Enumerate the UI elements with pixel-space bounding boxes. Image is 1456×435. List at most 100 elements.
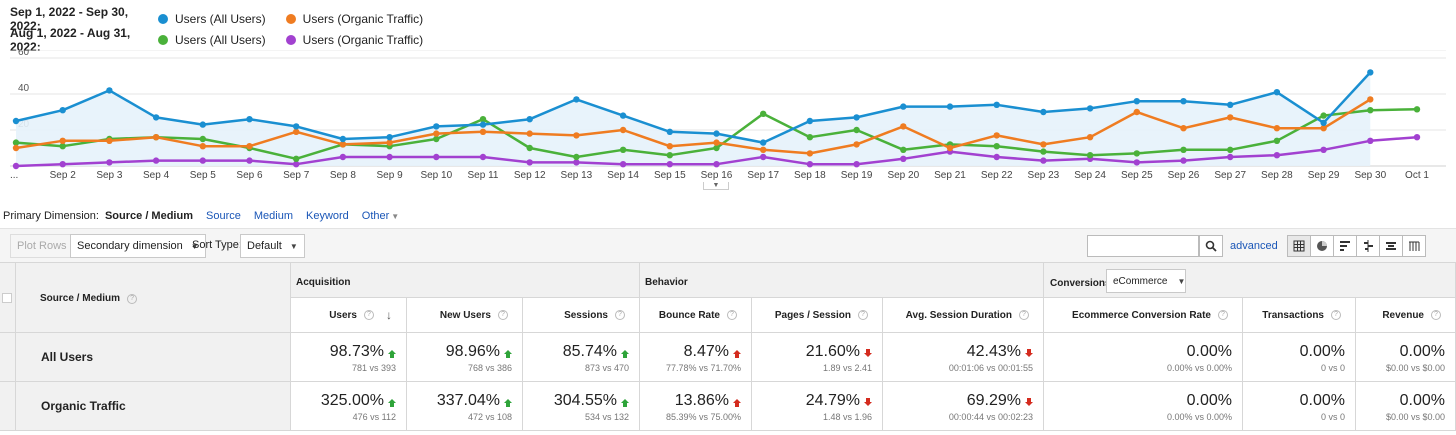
data-point[interactable] (1320, 125, 1327, 132)
data-point[interactable] (806, 161, 814, 168)
data-point[interactable] (1180, 146, 1187, 153)
legend-item-all-users-previous[interactable]: Users (All Users) (158, 33, 266, 47)
data-point[interactable] (386, 134, 393, 141)
data-point[interactable] (993, 143, 1000, 150)
conversions-goal-select[interactable]: eCommerce ▼ (1106, 269, 1186, 293)
data-point[interactable] (1320, 146, 1327, 153)
help-icon[interactable]: ? (615, 310, 625, 320)
data-point[interactable] (1227, 101, 1234, 108)
data-point[interactable] (1367, 107, 1374, 114)
data-point[interactable] (1086, 134, 1094, 141)
data-point[interactable] (573, 132, 580, 139)
data-point[interactable] (106, 159, 113, 166)
data-point[interactable] (246, 143, 253, 150)
data-point[interactable] (993, 153, 1000, 161)
data-point[interactable] (1180, 157, 1187, 164)
data-point[interactable] (1227, 146, 1234, 153)
data-point[interactable] (666, 143, 673, 150)
data-point[interactable] (900, 103, 907, 110)
help-icon[interactable]: ? (1019, 310, 1029, 320)
data-point[interactable] (806, 134, 814, 141)
help-icon[interactable]: ? (1431, 310, 1441, 320)
help-icon[interactable]: ? (127, 293, 138, 304)
data-point[interactable] (246, 157, 253, 164)
col-ecommerce-conversion-rate[interactable]: Ecommerce Conversion Rate? (1044, 298, 1243, 333)
data-point[interactable] (293, 128, 300, 135)
data-point[interactable] (1273, 137, 1281, 144)
data-point[interactable] (59, 107, 66, 114)
data-point[interactable] (106, 137, 113, 144)
data-point[interactable] (1413, 134, 1421, 141)
data-point[interactable] (1227, 153, 1234, 161)
data-point[interactable] (152, 157, 160, 164)
data-point[interactable] (1086, 105, 1094, 112)
data-point[interactable] (152, 134, 160, 141)
data-point[interactable] (666, 128, 673, 135)
data-point[interactable] (806, 150, 814, 157)
data-point[interactable] (526, 144, 533, 152)
data-point[interactable] (713, 139, 720, 146)
help-icon[interactable]: ? (498, 310, 508, 320)
data-point[interactable] (1040, 108, 1047, 116)
data-point[interactable] (526, 116, 533, 123)
data-point[interactable] (1273, 89, 1281, 96)
data-point[interactable] (806, 117, 814, 125)
data-point[interactable] (573, 159, 580, 166)
data-point[interactable] (12, 144, 20, 152)
data-point[interactable] (853, 161, 860, 168)
data-point[interactable] (293, 155, 300, 162)
pie-chart-view-button[interactable] (1310, 235, 1334, 257)
col-transactions[interactable]: Transactions? (1243, 298, 1356, 333)
data-point[interactable] (106, 87, 113, 94)
col-bounce-rate[interactable]: Bounce Rate? (640, 298, 752, 333)
data-point[interactable] (1086, 152, 1094, 159)
data-point[interactable] (946, 144, 954, 152)
data-point[interactable] (1133, 150, 1141, 157)
data-point[interactable] (526, 159, 533, 166)
dimension-keyword[interactable]: Keyword (305, 210, 349, 222)
data-point[interactable] (59, 161, 66, 168)
data-point[interactable] (199, 121, 206, 128)
data-point[interactable] (199, 135, 206, 143)
data-point[interactable] (1273, 152, 1281, 159)
data-point[interactable] (152, 114, 160, 121)
data-point[interactable] (1320, 119, 1327, 127)
data-point[interactable] (246, 116, 253, 123)
data-point[interactable] (12, 139, 20, 146)
data-point[interactable] (900, 146, 907, 153)
performance-view-button[interactable] (1333, 235, 1357, 257)
plot-rows-button[interactable]: Plot Rows (10, 234, 74, 258)
data-point[interactable] (433, 123, 440, 130)
data-point[interactable] (433, 130, 440, 137)
col-users[interactable]: Users? ↓ (291, 298, 407, 333)
data-point[interactable] (59, 143, 66, 150)
data-point[interactable] (526, 130, 533, 137)
chart-collapse-handle[interactable]: ▼ (703, 182, 729, 190)
data-point[interactable] (1040, 141, 1047, 148)
data-point[interactable] (12, 162, 20, 170)
data-point[interactable] (1133, 108, 1141, 116)
data-point[interactable] (433, 135, 440, 143)
col-new-users[interactable]: New Users? (407, 298, 523, 333)
sort-type-select[interactable]: Default ▼ (240, 234, 305, 258)
data-point[interactable] (1133, 159, 1141, 166)
data-point[interactable] (760, 139, 767, 146)
data-point[interactable] (900, 155, 907, 162)
data-point[interactable] (666, 152, 673, 159)
pivot-view-button[interactable] (1402, 235, 1426, 257)
data-point[interactable] (619, 161, 627, 168)
dimension-source[interactable]: Source (206, 210, 241, 222)
help-icon[interactable]: ? (364, 310, 374, 320)
data-point[interactable] (993, 132, 1000, 139)
data-point[interactable] (619, 112, 627, 119)
data-point[interactable] (1040, 157, 1047, 164)
data-point[interactable] (1413, 106, 1421, 113)
data-point[interactable] (760, 153, 767, 161)
data-point[interactable] (760, 146, 767, 153)
data-point[interactable] (853, 114, 860, 121)
search-button[interactable] (1199, 235, 1223, 257)
data-point[interactable] (1133, 98, 1141, 105)
legend-item-all-users-current[interactable]: Users (All Users) (158, 12, 266, 26)
help-icon[interactable]: ? (727, 310, 737, 320)
data-point[interactable] (1367, 69, 1374, 76)
